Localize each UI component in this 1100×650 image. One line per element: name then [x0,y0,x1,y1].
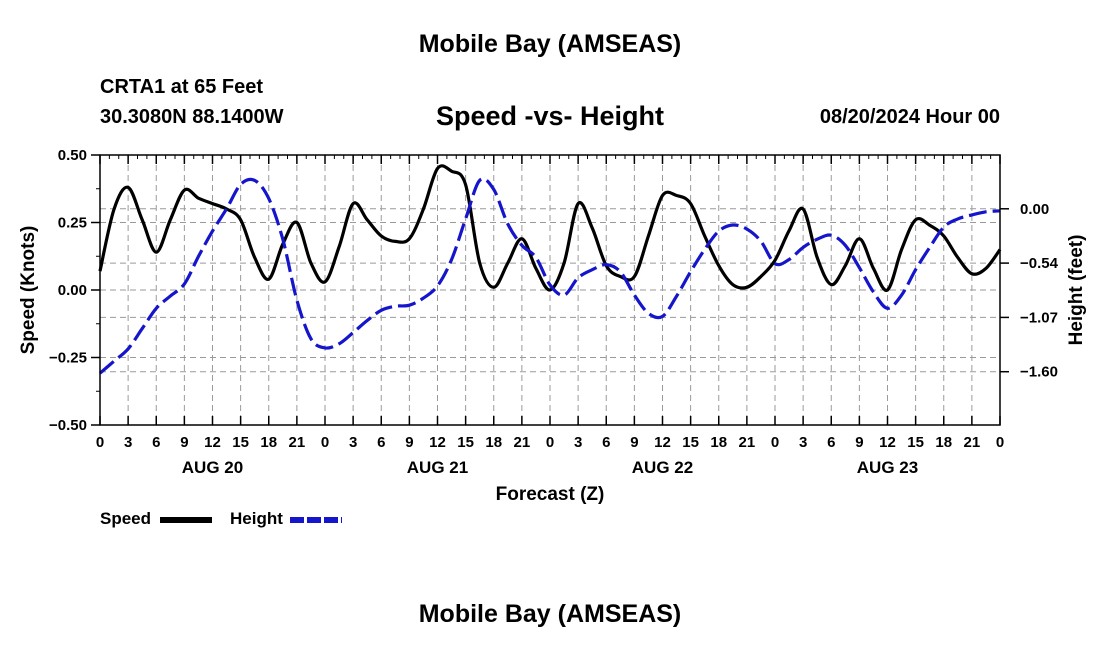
x-tick-label: 9 [630,434,638,451]
x-tick-label: 12 [879,434,896,451]
x-tick-label: 0 [546,434,554,451]
x-tick-label: 0 [321,434,329,451]
x-tick-label: 6 [827,434,835,451]
x-tick-label: 6 [377,434,385,451]
x-axis-label: Forecast (Z) [496,484,605,505]
x-tick-label: 18 [260,434,277,451]
x-tick-label: 15 [682,434,699,451]
y-tick-label-left: −0.50 [49,417,87,434]
day-label: AUG 23 [857,458,918,477]
x-tick-label: 3 [574,434,582,451]
y-tick-label-left: −0.25 [49,350,87,367]
x-tick-label: 12 [429,434,446,451]
legend-height-label: Height [230,509,283,528]
x-tick-label: 21 [739,434,756,451]
y-tick-label-left: 0.25 [58,215,87,232]
station-coordinates: 30.3080N 88.1400W [100,106,284,128]
legend-height-swatch [290,517,342,523]
x-tick-label: 18 [710,434,727,451]
day-label: AUG 20 [182,458,243,477]
axes: 0 3 6 9 12 15 18 21 0 3 6 9 12 15 18 21 0 3 6 9 12 15 18 21 0 3 6 9… [49,147,1059,477]
y-tick-label-right: −1.60 [1020,364,1058,381]
x-tick-label: 15 [907,434,924,451]
legend-speed-swatch [160,517,212,523]
x-tick-label: 18 [485,434,502,451]
x-tick-label: 0 [771,434,779,451]
page-title: Mobile Bay (AMSEAS) [418,30,682,58]
y-axis-label-left: Speed (Knots) [18,226,39,355]
x-tick-label: 9 [180,434,188,451]
x-tick-label: 15 [232,434,249,451]
series-layer [98,164,1002,375]
y-tick-label-left: 0.50 [58,147,87,164]
x-tick-label: 3 [799,434,807,451]
x-tick-label: 0 [96,434,104,451]
x-tick-label: 18 [935,434,952,451]
day-label: AUG 21 [407,458,468,477]
legend-speed-label: Speed [100,509,152,528]
forecast-run-time: 08/20/2024 Hour 00 [819,106,1000,128]
x-tick-label: 3 [124,434,132,451]
series-line-height [98,177,1001,375]
day-label: AUG 22 [632,458,693,477]
grid [100,155,1000,425]
x-tick-label: 21 [964,434,981,451]
chart-subtitle: Speed -vs- Height [435,101,665,131]
x-tick-label: 6 [152,434,160,451]
x-tick-label: 21 [289,434,306,451]
y-tick-label-right: 0.00 [1020,201,1049,218]
x-tick-label: 6 [602,434,610,451]
y-tick-label-left: 0.00 [58,282,87,299]
station-label: CRTA1 at 65 Feet [100,76,264,98]
y-axis-label-right: Height (feet) [1066,235,1087,346]
x-tick-label: 15 [457,434,474,451]
x-tick-label: 0 [996,434,1004,451]
series-line-speed [98,164,1002,292]
x-tick-label: 3 [349,434,357,451]
footer-title: Mobile Bay (AMSEAS) [418,600,682,628]
y-tick-label-right: −0.54 [1020,255,1059,272]
x-tick-label: 12 [654,434,671,451]
x-tick-label: 21 [514,434,531,451]
x-tick-label: 9 [405,434,413,451]
y-tick-label-right: −1.07 [1020,309,1058,326]
x-tick-label: 9 [855,434,863,451]
x-tick-label: 12 [204,434,221,451]
